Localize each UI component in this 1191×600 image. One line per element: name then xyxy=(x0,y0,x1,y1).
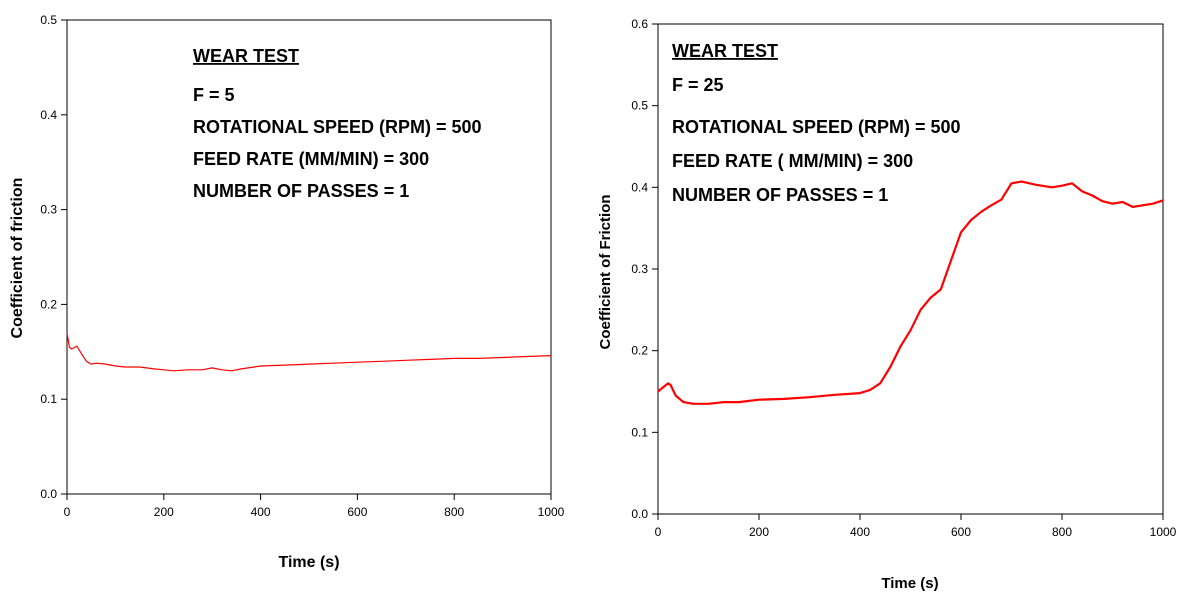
y-tick-label: 0.1 xyxy=(631,425,648,439)
annotation-line: NUMBER OF PASSES = 1 xyxy=(672,185,888,205)
annotation-line: ROTATIONAL SPEED (RPM) = 500 xyxy=(672,117,961,137)
y-tick-label: 0.5 xyxy=(631,99,648,113)
x-tick-label: 600 xyxy=(347,505,367,519)
x-tick-label: 800 xyxy=(444,505,464,519)
x-tick-label: 600 xyxy=(951,525,971,539)
y-tick-label: 0.4 xyxy=(40,108,57,122)
y-axis-title: Coefficient of Friction xyxy=(597,195,614,350)
y-tick-label: 0.4 xyxy=(631,180,648,194)
annotation-title: WEAR TEST xyxy=(193,46,299,66)
annotation-line: F = 25 xyxy=(672,75,724,95)
y-tick-label: 0.3 xyxy=(631,262,648,276)
x-tick-label: 1000 xyxy=(1150,525,1177,539)
y-tick-label: 0.0 xyxy=(40,487,57,501)
x-tick-label: 0 xyxy=(655,525,662,539)
x-tick-label: 1000 xyxy=(538,505,565,519)
x-axis-title: Time (s) xyxy=(881,575,938,592)
annotation-line: FEED RATE ( MM/MIN) = 300 xyxy=(672,151,913,171)
annotation-title: WEAR TEST xyxy=(672,41,778,61)
chart-left: Coefficient of friction Time (s) WEAR TE… xyxy=(9,13,565,571)
x-tick-label: 0 xyxy=(64,505,71,519)
x-axis-title: Time (s) xyxy=(278,554,339,571)
plot-frame xyxy=(66,19,552,495)
annotation-line: FEED RATE (MM/MIN) = 300 xyxy=(193,149,429,169)
x-tick-label: 400 xyxy=(850,525,870,539)
y-tick-label: 0.5 xyxy=(40,13,57,27)
series-line xyxy=(66,332,552,372)
chart-right: Coefficient of Friction Time (s) WEAR TE… xyxy=(597,17,1177,592)
annotation-line: F = 5 xyxy=(193,85,235,105)
y-tick-label: 0.0 xyxy=(631,507,648,521)
y-axis-title: Coefficient of friction xyxy=(9,178,26,339)
x-tick-label: 200 xyxy=(154,505,174,519)
y-tick-label: 0.2 xyxy=(40,297,57,311)
x-tick-label: 400 xyxy=(251,505,271,519)
x-tick-label: 800 xyxy=(1052,525,1072,539)
y-tick-label: 0.1 xyxy=(40,392,57,406)
x-tick-label: 200 xyxy=(749,525,769,539)
annotation-line: NUMBER OF PASSES = 1 xyxy=(193,181,409,201)
y-tick-label: 0.2 xyxy=(631,344,648,358)
chart-panel-right: Coefficient of Friction Time (s) WEAR TE… xyxy=(590,0,1191,600)
y-tick-label: 0.3 xyxy=(40,203,57,217)
y-tick-label: 0.6 xyxy=(631,17,648,31)
plot-frame xyxy=(657,23,1164,515)
annotation-line: ROTATIONAL SPEED (RPM) = 500 xyxy=(193,117,482,137)
chart-panel-left: Coefficient of friction Time (s) WEAR TE… xyxy=(0,0,580,600)
series-line xyxy=(657,180,1164,405)
